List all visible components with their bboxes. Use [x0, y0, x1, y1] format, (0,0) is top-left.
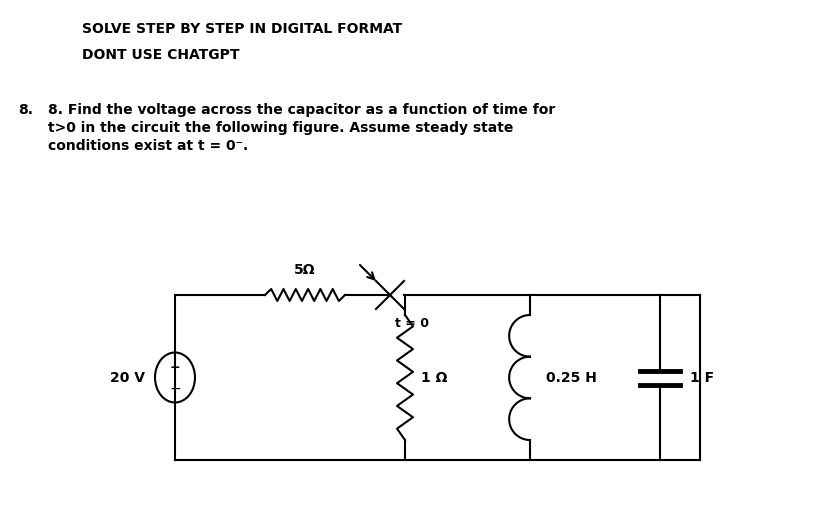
- Text: t>0 in the circuit the following figure. Assume steady state: t>0 in the circuit the following figure.…: [48, 121, 514, 135]
- Text: t = 0: t = 0: [395, 317, 429, 330]
- Text: 1 Ω: 1 Ω: [421, 370, 448, 384]
- Text: 20 V: 20 V: [109, 370, 145, 384]
- Text: 1 F: 1 F: [690, 370, 714, 384]
- Text: 8.: 8.: [18, 103, 33, 117]
- Text: +: +: [170, 361, 180, 374]
- Text: 5Ω: 5Ω: [295, 263, 316, 277]
- Text: 8. Find the voltage across the capacitor as a function of time for: 8. Find the voltage across the capacitor…: [48, 103, 556, 117]
- Text: 0.25 H: 0.25 H: [546, 370, 597, 384]
- Text: SOLVE STEP BY STEP IN DIGITAL FORMAT: SOLVE STEP BY STEP IN DIGITAL FORMAT: [82, 22, 402, 36]
- Text: DONT USE CHATGPT: DONT USE CHATGPT: [82, 48, 239, 62]
- Text: conditions exist at t = 0⁻.: conditions exist at t = 0⁻.: [48, 139, 249, 153]
- Text: −: −: [170, 382, 181, 396]
